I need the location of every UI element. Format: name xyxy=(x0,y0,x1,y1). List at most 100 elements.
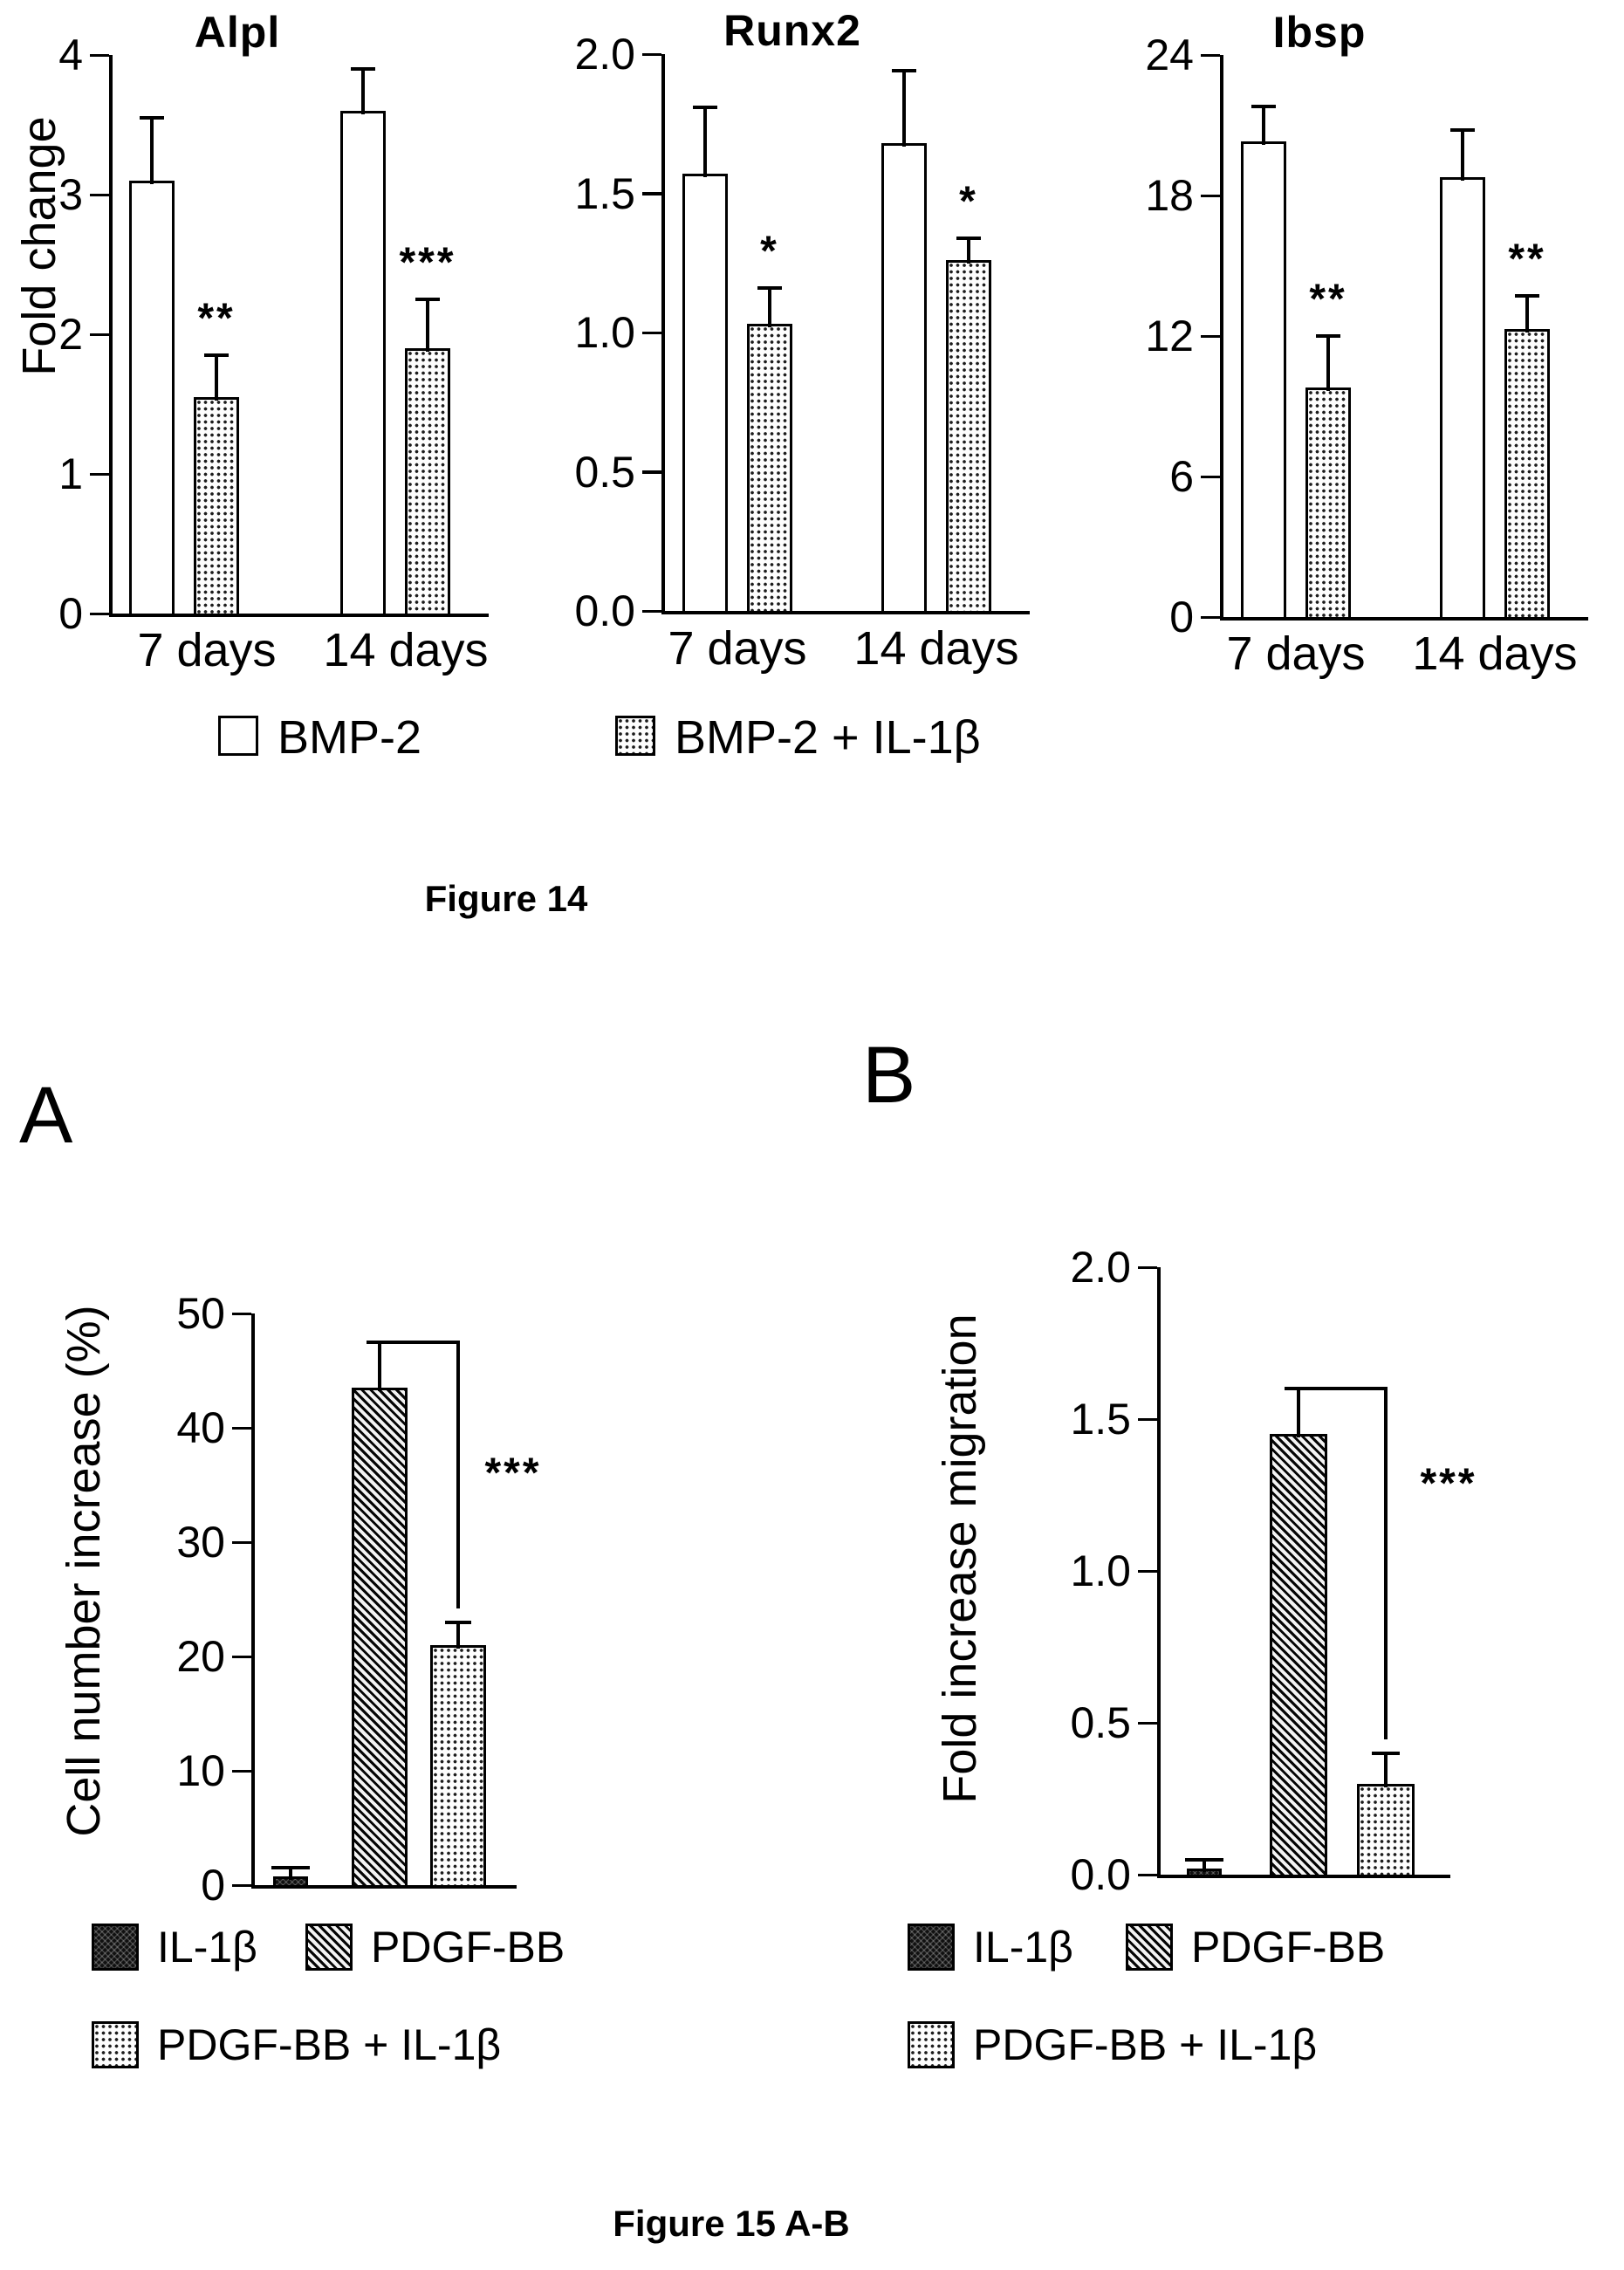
y-tick-label: 0.0 xyxy=(574,586,635,635)
error-bar-stem xyxy=(1525,296,1529,333)
figure-15-caption: Figure 15 A-B xyxy=(613,2203,850,2244)
y-tick-label: 18 xyxy=(1145,171,1194,220)
x-axis xyxy=(661,611,1030,614)
x-category-label: 14 days xyxy=(323,624,489,676)
y-tick-label: 3 xyxy=(58,170,83,219)
x-category-label: 14 days xyxy=(853,622,1019,675)
y-tick-label: 10 xyxy=(176,1746,225,1795)
y-tick-label: 12 xyxy=(1145,312,1194,360)
panel-b-label: B xyxy=(862,1031,916,1120)
error-bar-cap xyxy=(956,236,981,240)
y-tick-label: 2.0 xyxy=(1070,1243,1131,1292)
y-tick xyxy=(642,609,661,613)
legend-swatch-bmp-2-il-1 xyxy=(615,716,655,756)
legend-label-pdgf-bb-il-1: PDGF-BB + IL-1β xyxy=(973,2020,1318,2069)
x-axis xyxy=(1220,617,1588,621)
error-bar-stem xyxy=(1326,336,1330,392)
y-tick-label: 50 xyxy=(176,1289,225,1338)
chart-title: Alpl xyxy=(194,8,281,57)
significance-bracket-v xyxy=(1384,1387,1388,1739)
y-tick xyxy=(90,193,109,196)
error-bar-cap xyxy=(351,67,375,71)
y-tick xyxy=(232,1655,251,1658)
error-bar-stem xyxy=(426,299,429,352)
y-tick xyxy=(1201,53,1220,57)
y-axis-label: Fold increase migration xyxy=(934,1313,986,1804)
panel-a-label: A xyxy=(19,1071,73,1160)
legend-label-bmp-2: BMP-2 xyxy=(278,711,422,764)
error-bar-stem xyxy=(703,106,707,178)
bar-pdgf-bb-il-1-pdgf-bb-il-1 xyxy=(1357,1783,1415,1875)
x-category-label: 7 days xyxy=(668,622,807,675)
y-tick xyxy=(1138,1417,1157,1421)
error-bar-stem xyxy=(456,1622,460,1649)
y-axis-label: Cell number increase (%) xyxy=(58,1305,110,1837)
error-bar-stem xyxy=(1384,1752,1388,1787)
figure-14-caption: Figure 14 xyxy=(424,878,588,919)
significance-star: * xyxy=(760,228,779,275)
legend-swatch-pdgf-bb-il-1 xyxy=(908,2021,955,2068)
error-bar-stem xyxy=(902,71,906,147)
legend-swatch-pdgf-bb-il-1 xyxy=(92,2021,139,2068)
legend-swatch-pdgf-bb xyxy=(305,1924,353,1971)
y-tick xyxy=(642,192,661,195)
significance-bracket-v xyxy=(456,1340,460,1608)
error-bar-cap xyxy=(204,353,229,357)
chart-title: Ibsp xyxy=(1272,8,1367,57)
error-bar-stem xyxy=(1297,1389,1300,1438)
bar-bmp-2-il-1-14-days xyxy=(1504,328,1550,617)
y-tick-label: 4 xyxy=(58,31,83,79)
error-bar-stem xyxy=(1262,106,1265,146)
significance-bracket-h xyxy=(1311,1387,1388,1391)
y-tick xyxy=(642,331,661,334)
error-bar-cap xyxy=(693,105,717,109)
y-tick xyxy=(1138,1873,1157,1876)
chart-title: Runx2 xyxy=(723,6,861,55)
error-bar-stem xyxy=(1461,129,1464,181)
y-tick-label: 0 xyxy=(58,589,83,638)
legend-swatch-il-1 xyxy=(908,1924,955,1971)
legend-label-pdgf-bb: PDGF-BB xyxy=(1191,1923,1386,1972)
legend-label-il-1: IL-1β xyxy=(973,1923,1073,1972)
y-tick-label: 6 xyxy=(1169,452,1194,501)
y-tick-label: 1.5 xyxy=(1070,1395,1131,1444)
error-bar-cap xyxy=(415,298,440,301)
legend-label-pdgf-bb-il-1: PDGF-BB + IL-1β xyxy=(157,2020,502,2069)
y-tick xyxy=(90,612,109,615)
y-tick xyxy=(232,1769,251,1773)
significance-star: ** xyxy=(197,295,236,342)
y-tick-label: 20 xyxy=(176,1632,225,1681)
bar-bmp-2-il-1-7-days xyxy=(1305,387,1351,617)
y-tick xyxy=(90,333,109,336)
bar-bmp-2-il-1-7-days xyxy=(747,324,792,611)
y-tick-label: 1.0 xyxy=(1070,1546,1131,1595)
significance-bracket-h xyxy=(392,1340,460,1344)
y-tick xyxy=(90,53,109,57)
error-bar-stem xyxy=(361,69,365,114)
y-tick xyxy=(1138,1721,1157,1725)
y-tick xyxy=(642,470,661,474)
bar-bmp-2-il-1-14-days xyxy=(405,348,450,614)
y-axis xyxy=(109,55,113,617)
bar-bmp-2-14-days xyxy=(1440,176,1485,617)
error-bar-cap xyxy=(1515,294,1539,298)
y-tick xyxy=(1201,475,1220,478)
bar-bmp-2-14-days xyxy=(340,111,386,614)
x-axis xyxy=(109,614,489,617)
bar-bmp-2-7-days xyxy=(1241,141,1286,617)
y-tick-label: 1.0 xyxy=(574,308,635,357)
bar-pdgf-bb-pdgf-bb xyxy=(352,1388,408,1885)
y-tick-label: 40 xyxy=(176,1403,225,1452)
error-bar-cap xyxy=(271,1866,310,1870)
error-bar-stem xyxy=(1203,1859,1206,1873)
y-tick xyxy=(90,472,109,476)
y-tick xyxy=(1201,615,1220,619)
bar-bmp-2-il-1-7-days xyxy=(194,397,239,614)
significance-star: ** xyxy=(1309,276,1347,323)
x-category-label: 7 days xyxy=(1226,628,1366,680)
significance-star: *** xyxy=(484,1450,542,1497)
error-bar-cap xyxy=(1450,127,1475,132)
legend-swatch-pdgf-bb xyxy=(1126,1924,1173,1971)
error-bar-cap xyxy=(1251,105,1276,109)
